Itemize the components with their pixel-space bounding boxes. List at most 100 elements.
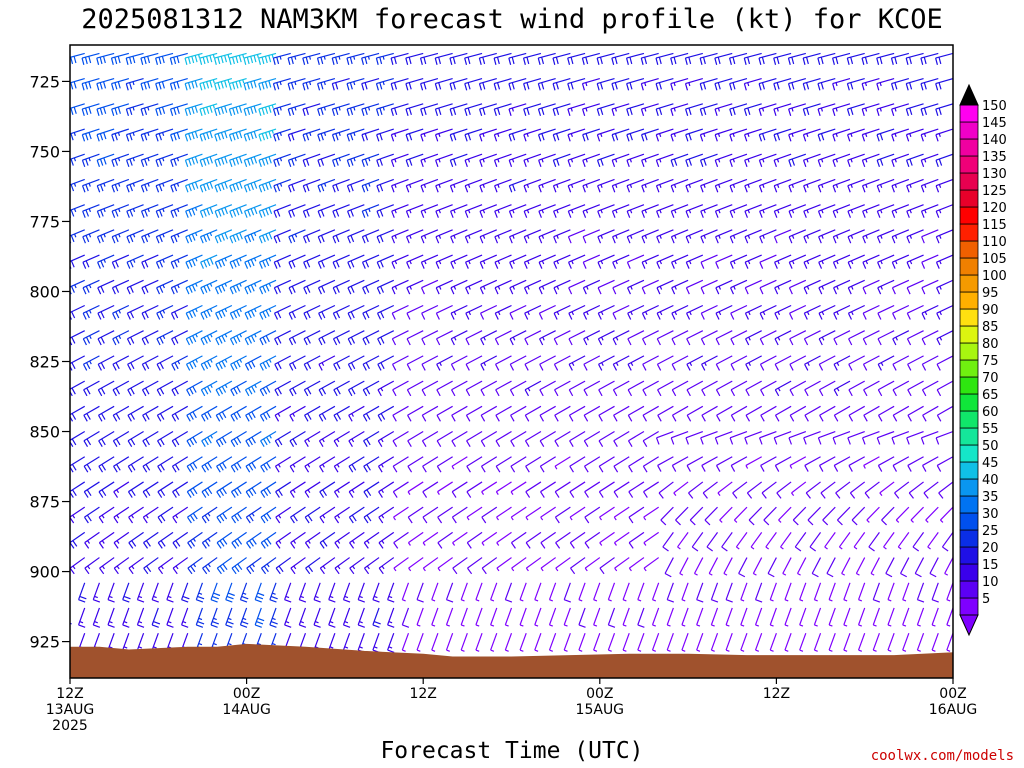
wind-barb: [921, 254, 939, 269]
wind-barb: [732, 481, 748, 499]
wind-barb: [140, 103, 159, 116]
wind-barb: [819, 405, 836, 422]
wind-barb: [846, 103, 865, 116]
wind-barb: [216, 557, 233, 575]
wind-barb: [607, 582, 616, 602]
wind-barb: [892, 456, 910, 472]
colorbar-label: 65: [982, 388, 999, 403]
wind-barb: [916, 632, 925, 652]
wind-barb: [319, 456, 336, 473]
wind-barb: [760, 456, 777, 472]
wind-barb: [81, 52, 100, 65]
wind-barb: [421, 431, 439, 448]
wind-barb: [769, 607, 777, 627]
wind-barb: [748, 506, 763, 526]
wind-barb: [599, 506, 615, 521]
wind-barb: [778, 506, 792, 523]
wind-barb: [407, 506, 424, 524]
wind-barb: [567, 103, 586, 116]
wind-barb: [583, 304, 601, 320]
wind-barb: [891, 430, 910, 445]
wind-barb: [185, 279, 203, 295]
wind-barb: [171, 355, 189, 371]
wind-barb: [935, 178, 953, 193]
wind-barb: [186, 456, 203, 473]
wind-barb: [684, 52, 703, 65]
wind-barb: [773, 103, 792, 116]
wind-barb: [228, 128, 247, 142]
wind-barb: [170, 128, 188, 142]
y-tick-label: 725: [29, 72, 60, 91]
wind-barb: [111, 178, 130, 193]
wind-barb: [525, 531, 542, 549]
wind-barb: [495, 481, 512, 495]
wind-barb: [789, 355, 807, 371]
wind-barb: [230, 355, 247, 371]
wind-barb: [743, 78, 762, 91]
wind-barb: [96, 78, 115, 91]
colorbar-swatch: [959, 478, 979, 497]
wind-barb: [598, 456, 615, 473]
wind-barb: [302, 128, 321, 142]
wind-barb: [931, 607, 939, 627]
colorbar-label: 35: [982, 490, 999, 505]
wind-barb: [391, 304, 409, 320]
wind-barb: [921, 330, 939, 346]
wind-barb: [348, 506, 365, 524]
wind-barb: [847, 430, 865, 445]
wind-barb: [82, 355, 100, 371]
wind-barb: [377, 330, 395, 346]
credit-link[interactable]: coolwx.com/models: [871, 748, 1014, 764]
wind-barb: [391, 330, 409, 346]
wind-barb: [656, 330, 674, 346]
wind-barb: [70, 381, 71, 382]
wind-barb: [98, 456, 115, 473]
wind-barb: [657, 456, 674, 472]
wind-barb: [740, 607, 748, 627]
wind-barb: [349, 531, 365, 549]
wind-barb: [169, 52, 188, 65]
wind-barb: [611, 178, 630, 193]
wind-barb: [112, 304, 130, 320]
wind-barb: [804, 355, 821, 371]
wind-barb: [666, 582, 675, 603]
wind-barb: [136, 607, 145, 628]
wind-barb: [390, 128, 409, 142]
wind-barb: [82, 304, 100, 320]
wind-barb: [284, 607, 292, 628]
colorbar-swatch: [959, 342, 979, 361]
colorbar-swatch: [959, 308, 979, 327]
wind-barb: [794, 532, 807, 552]
wind-barb: [332, 304, 350, 320]
colorbar-label: 110: [982, 235, 1007, 250]
wind-barb: [490, 607, 498, 627]
wind-barb: [568, 355, 586, 371]
wind-barb: [744, 153, 762, 167]
wind-barb: [763, 506, 777, 526]
wind-barb: [613, 456, 630, 473]
wind-barb: [729, 229, 748, 244]
wind-barb: [450, 254, 468, 269]
wind-barb: [813, 632, 822, 652]
wind-barb: [552, 52, 571, 65]
wind-barb: [818, 279, 836, 295]
wind-barb: [935, 153, 953, 167]
wind-barb: [627, 304, 645, 320]
wind-barb: [111, 103, 130, 116]
wind-barb: [843, 607, 851, 627]
wind-barb: [408, 557, 424, 572]
wind-barb: [773, 128, 792, 142]
wind-barb: [96, 153, 115, 167]
wind-barb: [98, 531, 115, 549]
wind-barb: [317, 204, 336, 218]
wind-barb: [112, 405, 130, 422]
wind-barb: [127, 405, 144, 422]
wind-barb: [890, 52, 910, 65]
wind-barb: [214, 178, 233, 193]
wind-barb: [723, 557, 733, 576]
wind-barb: [378, 481, 395, 498]
wind-barb: [861, 78, 880, 91]
wind-barb: [81, 178, 100, 193]
wind-barb: [818, 330, 836, 346]
wind-barb: [377, 380, 395, 397]
